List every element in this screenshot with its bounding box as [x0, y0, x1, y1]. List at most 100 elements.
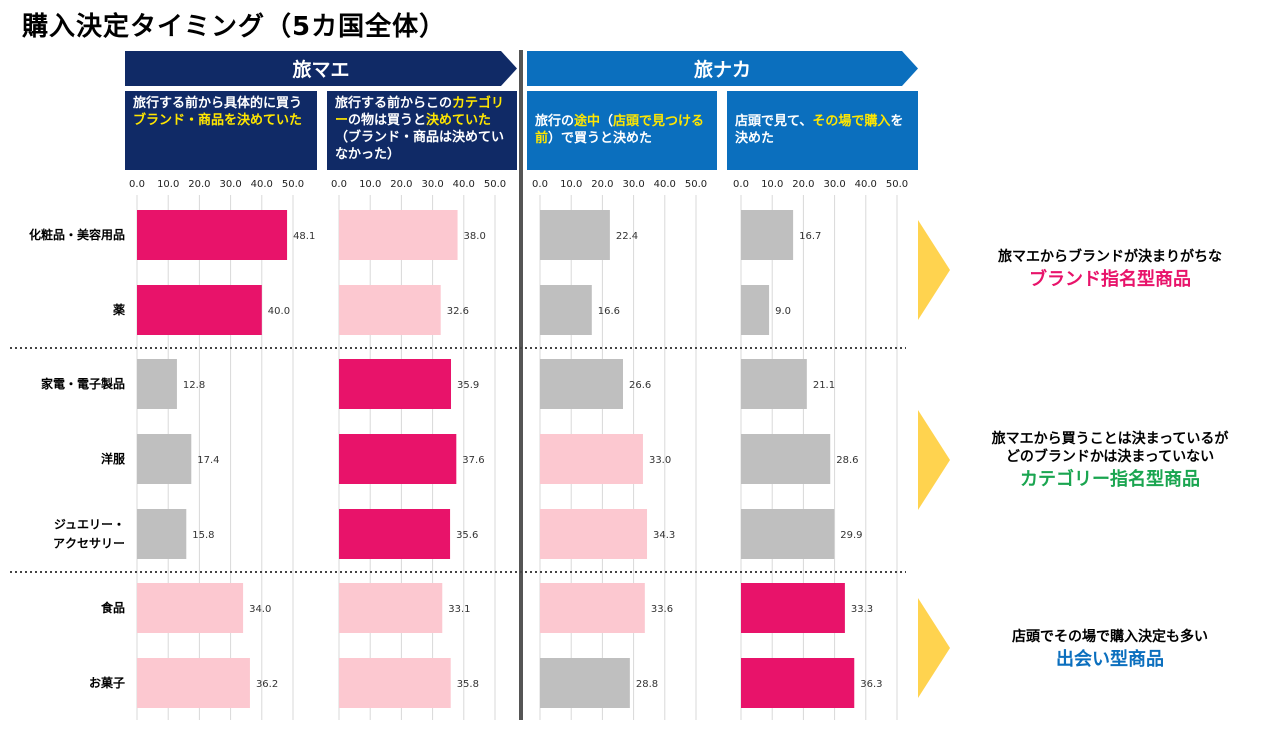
arrow-marker: [918, 220, 950, 320]
data-label: 48.1: [293, 231, 315, 242]
data-label: 36.3: [860, 679, 882, 690]
tick-label: 10.0: [560, 179, 582, 190]
data-label: 35.6: [456, 530, 478, 541]
bar: [137, 359, 177, 409]
category-label: 薬: [113, 302, 125, 317]
category-label: 洋服: [101, 451, 126, 466]
tick-label: 50.0: [685, 179, 707, 190]
bar: [540, 434, 643, 484]
data-label: 17.4: [197, 455, 219, 466]
bar: [741, 658, 855, 708]
bar: [137, 583, 244, 633]
phase-banner-during: 旅ナカ: [527, 51, 918, 86]
category-label: 化粧品・美容用品: [29, 227, 125, 242]
tick-label: 30.0: [421, 179, 443, 190]
tick-label: 50.0: [484, 179, 506, 190]
note-line: 旅マエから買うことは決まっているが: [991, 431, 1229, 447]
note-highlight: 出会い型商品: [1056, 649, 1164, 670]
tick-label: 20.0: [390, 179, 412, 190]
tick-label: 20.0: [188, 179, 210, 190]
tick-label: 40.0: [453, 179, 475, 190]
bar: [137, 210, 288, 260]
column-header-4-text-3: を決めた: [735, 114, 904, 146]
tick-label: 50.0: [886, 179, 908, 190]
column-header-3-text-2: 途中: [574, 114, 601, 129]
data-label: 36.2: [256, 679, 278, 690]
bar: [339, 434, 457, 484]
column-header-2-text-3: の物は買うと: [348, 113, 427, 128]
tick-label: 10.0: [359, 179, 381, 190]
data-label: 28.8: [636, 679, 658, 690]
tick-label: 10.0: [761, 179, 783, 190]
column-header-2-text-2: カテゴリー: [335, 96, 505, 128]
data-label: 29.9: [840, 530, 862, 541]
tick-label: 0.0: [532, 179, 548, 190]
bar: [137, 658, 250, 708]
data-label: 15.8: [192, 530, 214, 541]
column-header-3-text-5: ）で買うと決めた: [548, 131, 653, 146]
data-label: 33.6: [651, 604, 673, 615]
note-line: 店頭でその場で購入決定も多い: [1012, 629, 1208, 645]
bar: [137, 509, 187, 559]
column-header-4-text-2: その場で購入: [812, 114, 891, 129]
data-label: 33.0: [649, 455, 671, 466]
data-label: 35.8: [457, 679, 479, 690]
data-label: 16.6: [598, 306, 620, 317]
column-header-3-text-3: （: [600, 114, 614, 129]
data-label: 33.1: [448, 604, 470, 615]
column-header-1: 旅行する前から具体的に買うブランド・商品を決めていた: [125, 91, 317, 170]
tick-label: 50.0: [282, 179, 304, 190]
bar: [540, 583, 645, 633]
bar: [540, 210, 610, 260]
bar: [741, 359, 807, 409]
data-label: 34.3: [653, 530, 675, 541]
tick-label: 10.0: [157, 179, 179, 190]
data-label: 35.9: [457, 380, 479, 391]
tick-label: 30.0: [219, 179, 241, 190]
note-category: 旅マエから買うことは決まっているが どのブランドかは決まっていないカテゴリー指名型…: [940, 430, 1280, 492]
category-label: アクセサリー: [53, 537, 125, 551]
bar: [741, 583, 845, 633]
column-header-2-text-1: 旅行する前からこの: [335, 96, 453, 111]
bar: [741, 210, 794, 260]
column-header-4: 店頭で見て、その場で購入を決めた: [727, 91, 918, 170]
data-label: 32.6: [447, 306, 469, 317]
tick-label: 30.0: [823, 179, 845, 190]
category-label: 食品: [100, 600, 125, 615]
data-label: 34.0: [249, 604, 271, 615]
tick-label: 20.0: [792, 179, 814, 190]
bar: [540, 285, 592, 335]
data-label: 16.7: [799, 231, 821, 242]
data-label: 26.6: [629, 380, 651, 391]
bar: [741, 285, 770, 335]
bar: [137, 434, 192, 484]
note-encounter: 店頭でその場で購入決定も多い出会い型商品: [940, 628, 1280, 672]
category-label: ジュエリー・: [54, 518, 125, 532]
bar: [741, 509, 835, 559]
tick-label: 30.0: [622, 179, 644, 190]
category-label: お菓子: [89, 675, 125, 690]
note-highlight: カテゴリー指名型商品: [1020, 469, 1200, 490]
phase-banner-before: 旅マエ: [125, 51, 517, 86]
column-header-3-text-4: 店頭で見つける前: [535, 114, 705, 146]
note-highlight: ブランド指名型商品: [1029, 269, 1191, 290]
column-header-2-text-5: （ブランド・商品は決めていなかった）: [335, 130, 505, 162]
bar: [339, 359, 452, 409]
column-header-4-text-1: 店頭で見て、: [735, 114, 813, 129]
data-label: 22.4: [616, 231, 638, 242]
column-header-1-text-2: ブランド・商品を決めていた: [133, 113, 303, 128]
data-label: 12.8: [183, 380, 205, 391]
data-label: 40.0: [268, 306, 290, 317]
bar: [339, 509, 451, 559]
arrow-marker: [918, 598, 950, 698]
tick-label: 0.0: [331, 179, 347, 190]
bar: [339, 583, 443, 633]
arrow-marker: [918, 410, 950, 510]
tick-label: 40.0: [855, 179, 877, 190]
bar: [540, 658, 630, 708]
bar: [137, 285, 262, 335]
note-line: どのブランドかは決まっていない: [1005, 449, 1215, 465]
tick-label: 0.0: [733, 179, 749, 190]
note-brand: 旅マエからブランドが決まりがちな ブランド指名型商品: [940, 248, 1280, 292]
data-label: 21.1: [813, 380, 835, 391]
